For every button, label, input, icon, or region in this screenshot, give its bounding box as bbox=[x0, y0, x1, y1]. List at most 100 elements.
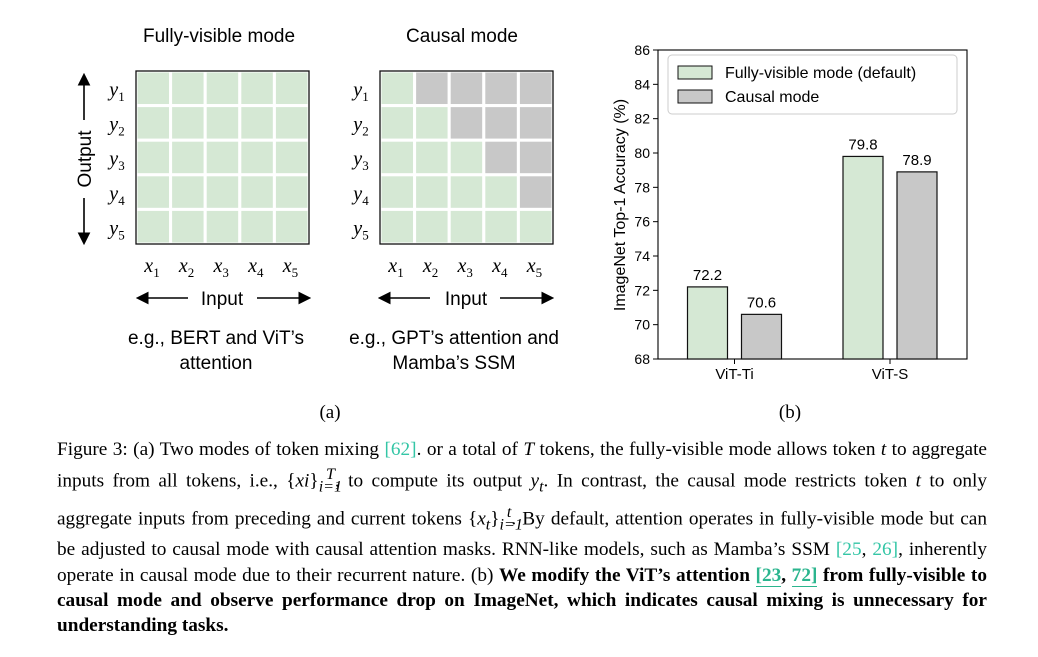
x-tick-label-vit-s: ViT-S bbox=[872, 366, 908, 383]
visible-cell bbox=[447, 207, 486, 246]
causal-matrix bbox=[378, 69, 555, 246]
output-label: Output bbox=[75, 130, 96, 188]
visible-cell bbox=[169, 138, 207, 177]
y-label-1: y1 bbox=[351, 79, 368, 104]
fully-visible-title: Fully-visible mode bbox=[143, 26, 295, 47]
y-tick-label: 70 bbox=[634, 317, 650, 333]
y-tick-label: 86 bbox=[634, 42, 650, 58]
y-tick-label: 74 bbox=[634, 248, 650, 264]
visible-cell bbox=[272, 138, 311, 177]
visible-cell bbox=[378, 104, 417, 142]
matrix-border bbox=[135, 70, 310, 245]
figure-graphics: Fully-visible mode Causal mode y1y2y3y4y… bbox=[75, 26, 968, 423]
visible-cell bbox=[203, 104, 242, 142]
bar-value-label: 72.2 bbox=[693, 267, 722, 284]
right-output-labels: y1 y2 y3 y4 y5 bbox=[351, 79, 369, 242]
bar-value-label: 70.6 bbox=[747, 294, 776, 311]
masked-cell bbox=[482, 104, 520, 142]
left-input-label: Input bbox=[201, 289, 244, 310]
visible-cell bbox=[272, 104, 311, 142]
y-label-3: y3 bbox=[107, 148, 124, 173]
visible-cell bbox=[272, 69, 311, 108]
visible-cell bbox=[169, 104, 207, 142]
x-label-1: x1 bbox=[387, 255, 403, 280]
y-tick-label: 84 bbox=[634, 76, 650, 92]
bar-vit-s-causal bbox=[896, 171, 938, 360]
masked-cell bbox=[482, 138, 520, 177]
citation-23[interactable]: [23 bbox=[755, 564, 782, 587]
x-label-1: x1 bbox=[143, 255, 159, 280]
x-label-2: x2 bbox=[178, 255, 194, 280]
masked-cell bbox=[516, 138, 555, 177]
x-label-3: x3 bbox=[457, 255, 473, 280]
figure-caption: Figure 3: (a) Two modes of token mixing … bbox=[57, 439, 987, 637]
visible-cell bbox=[413, 173, 451, 211]
visible-cell bbox=[169, 69, 207, 108]
visible-cell bbox=[482, 207, 520, 246]
visible-cell bbox=[413, 207, 451, 246]
plot-frame bbox=[657, 49, 968, 360]
right-input-label: Input bbox=[445, 289, 488, 310]
citation-62[interactable]: [62] bbox=[384, 439, 417, 460]
visible-cell bbox=[134, 69, 173, 108]
visible-cell bbox=[134, 138, 173, 177]
visible-cell bbox=[378, 207, 417, 246]
visible-cell bbox=[378, 69, 417, 108]
visible-cell bbox=[203, 138, 242, 177]
left-input-labels: x1 x2 x3 x4 x5 bbox=[143, 255, 298, 280]
visible-cell bbox=[447, 173, 486, 211]
y-label-1: y1 bbox=[107, 79, 124, 104]
causal-title: Causal mode bbox=[406, 26, 518, 47]
citation-25[interactable]: [25 bbox=[835, 539, 862, 561]
visible-cell bbox=[516, 207, 555, 246]
right-example-line2: Mamba’s SSM bbox=[392, 353, 515, 374]
y-tick-label: 76 bbox=[634, 214, 650, 230]
masked-cell bbox=[447, 69, 486, 108]
bar-value-label: 78.9 bbox=[902, 152, 931, 169]
masked-cell bbox=[413, 69, 451, 108]
panel-a-sublabel: (a) bbox=[319, 402, 340, 423]
bar-vit-ti-fully-visible bbox=[686, 286, 729, 360]
citation-26[interactable]: 26] bbox=[872, 539, 899, 561]
masked-cell bbox=[516, 69, 555, 108]
bar-value-label: 79.8 bbox=[848, 136, 877, 153]
legend-swatch bbox=[677, 65, 713, 80]
y-label-4: y4 bbox=[351, 183, 369, 208]
left-output-labels: y1 y2 y3 y4 y5 bbox=[107, 79, 125, 242]
visible-cell bbox=[203, 207, 242, 246]
fully-visible-matrix bbox=[134, 69, 311, 246]
visible-cell bbox=[378, 173, 417, 211]
x-tick-label-vit-ti: ViT-Ti bbox=[715, 366, 753, 383]
x-label-2: x2 bbox=[422, 255, 438, 280]
visible-cell bbox=[134, 104, 173, 142]
visible-cell bbox=[203, 69, 242, 108]
visible-cell bbox=[447, 138, 486, 177]
y-tick-label: 68 bbox=[634, 351, 650, 367]
visible-cell bbox=[169, 173, 207, 211]
visible-cell bbox=[272, 173, 311, 211]
visible-cell bbox=[378, 138, 417, 177]
masked-cell bbox=[482, 69, 520, 108]
y-label-5: y5 bbox=[107, 217, 124, 242]
x-label-4: x4 bbox=[247, 255, 264, 280]
visible-cell bbox=[203, 173, 242, 211]
y-tick-label: 80 bbox=[634, 145, 650, 161]
masked-cell bbox=[516, 173, 555, 211]
x-label-5: x5 bbox=[526, 255, 542, 280]
y-label-2: y2 bbox=[107, 114, 124, 139]
y-tick-label: 78 bbox=[634, 179, 650, 195]
masked-cell bbox=[447, 104, 486, 142]
y-label-5: y5 bbox=[351, 217, 368, 242]
y-label-2: y2 bbox=[351, 114, 368, 139]
visible-cell bbox=[134, 207, 173, 246]
legend-swatch bbox=[677, 89, 713, 104]
legend-label: Fully-visible mode (default) bbox=[725, 65, 916, 82]
right-example-line1: e.g., GPT’s attention and bbox=[349, 328, 559, 349]
y-tick-label: 82 bbox=[634, 111, 650, 127]
y-label-3: y3 bbox=[351, 148, 368, 173]
visible-cell bbox=[238, 69, 276, 108]
x-label-3: x3 bbox=[213, 255, 229, 280]
panel-b-sublabel: (b) bbox=[779, 402, 801, 423]
citation-72[interactable]: 72] bbox=[791, 564, 818, 587]
matrix-border bbox=[379, 70, 554, 245]
